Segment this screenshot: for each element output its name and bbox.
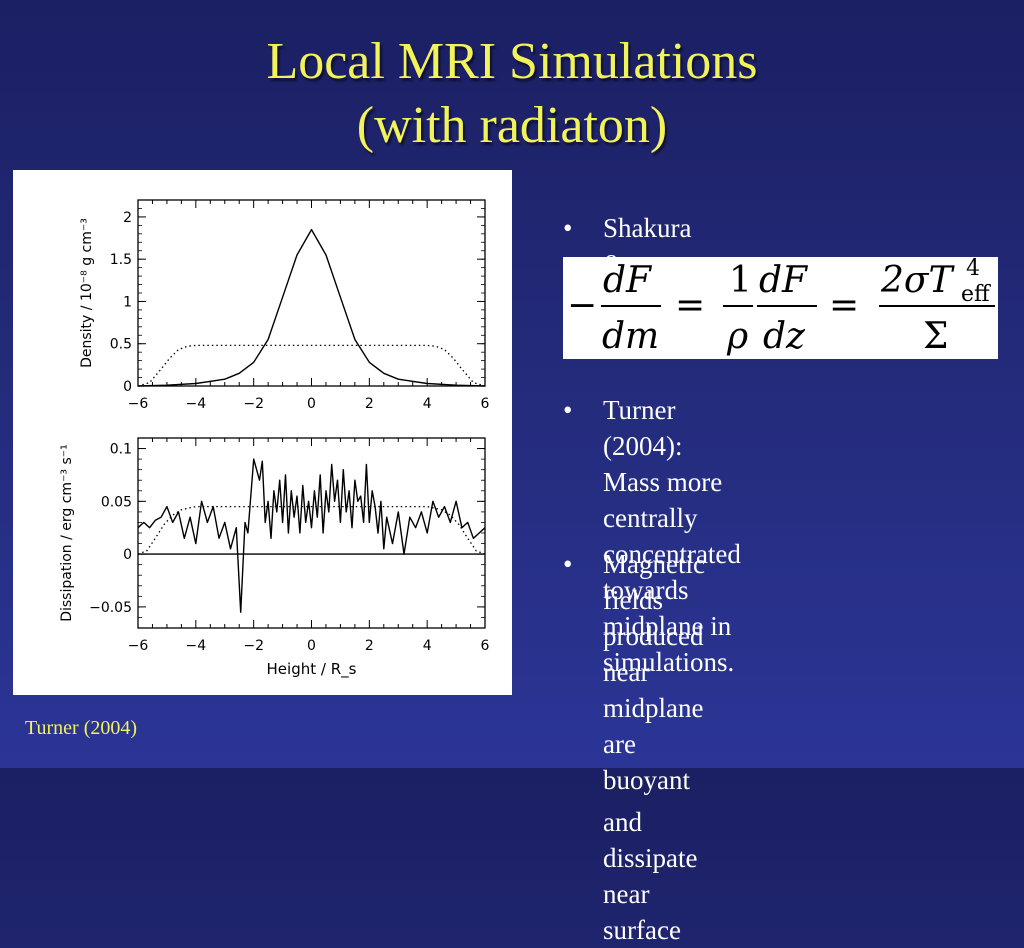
x-tick-label: −2 xyxy=(243,638,264,654)
bullet-text-line: towards midplane in xyxy=(603,575,732,641)
eq-equals-2: = xyxy=(829,285,859,326)
x-tick-label: −4 xyxy=(186,396,207,412)
equation-box: − dF dm = 1 ρ dF dz = 2σT 4 eff Σ xyxy=(563,256,998,359)
x-tick-label: 6 xyxy=(481,396,490,412)
eq-one: 1 xyxy=(729,260,752,301)
title-line-1: Local MRI Simulations xyxy=(266,33,758,90)
eq-dm: dm xyxy=(602,316,659,357)
figure-panel: −6 −4 −2 0 2 4 6 0 0.5 1 1.5 2 Density / 10⁻⁸ g cm⁻³… xyxy=(13,170,512,695)
x-tick-label: −6 xyxy=(128,638,149,654)
eq-equals-1: = xyxy=(675,285,705,326)
x-tick-label: 2 xyxy=(365,638,374,654)
eq-dF-1: dF xyxy=(603,260,653,301)
eq-numerator: 2σT xyxy=(880,260,955,301)
slide-title: Local MRI Simulations (with radiaton) xyxy=(0,30,1024,158)
eq-dz: dz xyxy=(763,316,806,357)
eq-Sigma: Σ xyxy=(923,316,948,357)
bullet-text-line: simulations. xyxy=(603,647,735,677)
y-tick-label: 0.5 xyxy=(110,337,132,353)
x-tick-label: 0 xyxy=(307,638,316,654)
bullet-dot: • xyxy=(563,213,573,243)
y-axis-label: Density / 10⁻⁸ g cm⁻³ xyxy=(79,218,95,368)
bullet-text-line: centrally concentrated xyxy=(603,503,741,569)
bullet-text-line: near midplane are buoyant xyxy=(603,657,704,795)
x-tick-label: 2 xyxy=(365,396,374,412)
bullet-text-block: Magnetic fields produced near midplane a… xyxy=(603,546,705,948)
figure-credit: Turner (2004) xyxy=(25,717,138,739)
eq-dF-2: dF xyxy=(759,260,809,301)
x-tick-label: −2 xyxy=(243,396,264,412)
bullet-text-block: Turner (2004): Mass more centrally conce… xyxy=(603,392,741,680)
x-tick-label: 6 xyxy=(481,638,490,654)
solid-series-line xyxy=(137,228,486,387)
title-line-2: (with radiaton) xyxy=(356,97,668,154)
plot-frame xyxy=(137,437,486,629)
y-tick-label: −0.05 xyxy=(89,600,132,616)
y-tick-label: 0 xyxy=(123,379,132,395)
y-tick-label: 0 xyxy=(123,547,132,563)
x-tick-label: 4 xyxy=(423,638,432,654)
y-axis-label: Dissipation / erg cm⁻³ s⁻¹ xyxy=(59,444,75,622)
bullet-text-line: Magnetic fields produced xyxy=(603,549,705,651)
eq-exponent: 4 xyxy=(966,257,980,281)
y-tick-label: 2 xyxy=(123,210,132,226)
y-tick-label: 1.5 xyxy=(110,252,132,268)
eq-subscript: eff xyxy=(961,282,991,307)
x-tick-label: −6 xyxy=(128,396,149,412)
bullet-dot: • xyxy=(563,395,573,425)
x-tick-label: 4 xyxy=(423,396,432,412)
flux-equation: − dF dm = 1 ρ dF dz = 2σT 4 eff Σ xyxy=(567,256,995,357)
dotted-series-line xyxy=(137,344,486,387)
density-dissipation-figure: −6 −4 −2 0 2 4 6 0 0.5 1 1.5 2 Density / 10⁻⁸ g cm⁻³… xyxy=(59,199,490,679)
solid-series-line xyxy=(137,458,486,613)
plot-frame xyxy=(137,199,486,387)
dotted-series-line xyxy=(137,505,486,555)
bullet-text-line: and dissipate near surface xyxy=(603,807,698,945)
eq-rho: ρ xyxy=(726,316,748,357)
x-axis-label: Height / R_s xyxy=(267,660,357,679)
bullet-dot: • xyxy=(563,549,573,579)
y-tick-label: 0.1 xyxy=(110,442,132,458)
x-tick-label: −4 xyxy=(186,638,207,654)
eq-minus: − xyxy=(567,285,597,326)
y-tick-label: 0.05 xyxy=(101,494,132,510)
bullet-text-line: Turner (2004): Mass more xyxy=(603,395,723,497)
x-tick-label: 0 xyxy=(307,396,316,412)
y-tick-label: 1 xyxy=(123,294,132,310)
